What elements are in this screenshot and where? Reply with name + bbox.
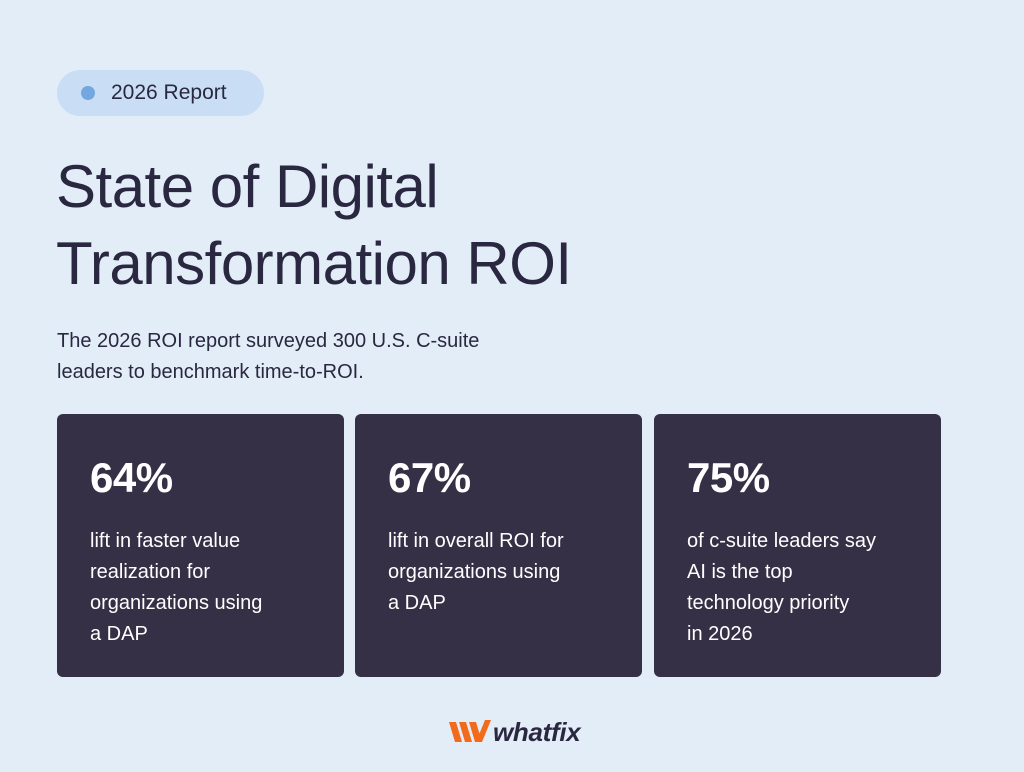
stat-value: 67%	[388, 454, 471, 501]
stat-card-overall-roi: 67% lift in overall ROI for organization…	[355, 414, 642, 677]
stat-description-line: organizations using	[388, 561, 561, 583]
stat-value: 64%	[90, 454, 173, 501]
stat-card-ai-priority: 75% of c-suite leaders say AI is the top…	[654, 414, 941, 677]
badge-label: 2026 Report	[111, 81, 227, 104]
title-line-1: State of Digital	[56, 153, 439, 220]
whatfix-logo-mark-icon	[449, 720, 491, 742]
stat-description-line: AI is the top	[687, 561, 793, 583]
stat-description: of c-suite leaders say AI is the top tec…	[687, 526, 941, 650]
stat-description-line: lift in overall ROI for	[388, 530, 564, 552]
subtitle-line-1: The 2026 ROI report surveyed 300 U.S. C-…	[57, 330, 480, 352]
logo-wordmark: whatfix	[493, 716, 581, 747]
stat-description-line: a DAP	[90, 623, 148, 645]
page-subtitle: The 2026 ROI report surveyed 300 U.S. C-…	[57, 326, 557, 388]
stat-description-line: realization for	[90, 561, 211, 583]
stat-description-line: in 2026	[687, 623, 753, 645]
page-title: State of Digital Transformation ROI	[56, 148, 572, 302]
stat-description-line: organizations using	[90, 592, 263, 614]
stat-description-line: technology priority	[687, 592, 850, 614]
stat-value: 75%	[687, 454, 770, 501]
stat-description: lift in faster value realization for org…	[90, 526, 344, 650]
stat-description-line: of c-suite leaders say	[687, 530, 876, 552]
title-line-2: Transformation ROI	[56, 230, 572, 297]
stat-description-line: lift in faster value	[90, 530, 241, 552]
report-badge: 2026 Report	[57, 70, 264, 116]
stat-description-line: a DAP	[388, 592, 446, 614]
whatfix-logo: whatfix	[449, 712, 581, 752]
badge-dot-icon	[81, 86, 95, 100]
subtitle-line-2: leaders to benchmark time-to-ROI.	[57, 361, 364, 383]
stat-card-faster-value: 64% lift in faster value realization for…	[57, 414, 344, 677]
stat-description: lift in overall ROI for organizations us…	[388, 526, 642, 619]
